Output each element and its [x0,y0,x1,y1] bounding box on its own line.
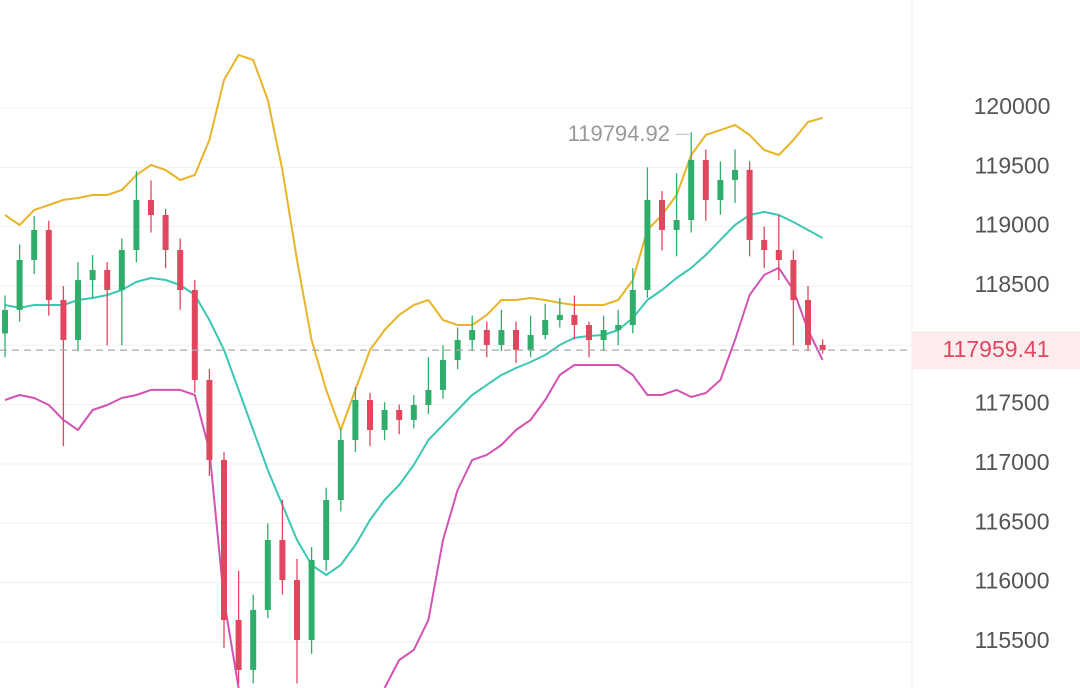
y-tick-label: 119500 [974,152,1049,178]
candle-body [89,269,96,281]
candle-body [483,329,490,345]
candle-body [396,409,403,420]
candle-body [104,269,111,291]
candle-body [118,250,125,291]
candle-body [410,404,417,420]
candle-body [31,229,38,260]
y-tick-label: 117000 [974,449,1049,475]
candle-body [16,259,23,310]
candle-body [469,329,476,340]
candle-body [761,239,768,251]
candle-body [775,250,782,260]
candle-body [732,169,738,180]
band-line [4,266,824,688]
y-tick-label: 119000 [974,212,1049,238]
candle-body [498,329,505,345]
candle-body [586,325,592,340]
candle-body [805,299,811,345]
y-tick-label: 120000 [974,93,1051,119]
candle-body [352,400,359,440]
candle-body [337,439,344,501]
candle-body [571,314,578,326]
candle-body [702,159,709,200]
band-line [4,210,824,576]
candle-body [659,199,665,230]
candle-body [629,290,636,326]
candle-body [425,389,432,405]
candle-body [206,379,213,460]
candle-body [133,199,140,251]
candle-body [294,580,300,640]
candle-body [600,329,607,340]
candle-body [191,290,198,380]
candle-body [527,334,534,350]
candle-body [381,409,388,431]
current-price-box [912,331,1080,370]
current-price-label: 117959.41 [942,336,1049,362]
candle-body [235,620,242,670]
candle-body [746,169,753,240]
candle-body [279,540,286,581]
candle-body [556,314,563,321]
candle-body [513,329,519,350]
candle-body [323,500,330,560]
plot-area [0,53,912,688]
candle-body [250,609,257,670]
y-tick-label: 118500 [974,271,1049,297]
candle-body [148,199,154,216]
candle-body [264,540,271,610]
candle-body [790,259,797,300]
candle-body [717,179,724,200]
candle-body [819,344,826,351]
candle-body [308,559,315,640]
band-line [4,53,823,431]
candle-body [644,199,651,291]
candle-body [45,229,52,300]
y-tick-label: 117500 [974,390,1049,416]
candle-body [367,400,373,431]
candle-body [75,280,81,340]
max-price-label: 119794.92 [568,121,670,146]
candle-body [440,360,446,390]
candle-body [60,299,67,340]
candle-body [221,459,227,621]
y-tick-label: 115500 [974,627,1049,653]
y-tick-label: 116500 [974,508,1049,534]
candle-body [673,219,680,230]
candle-body [177,250,184,291]
candle-body [688,159,695,220]
candle-body [615,325,622,330]
y-tick-label: 116000 [974,568,1049,594]
candle-body [542,320,549,335]
candle-body [2,309,8,334]
candle-body [162,215,169,251]
